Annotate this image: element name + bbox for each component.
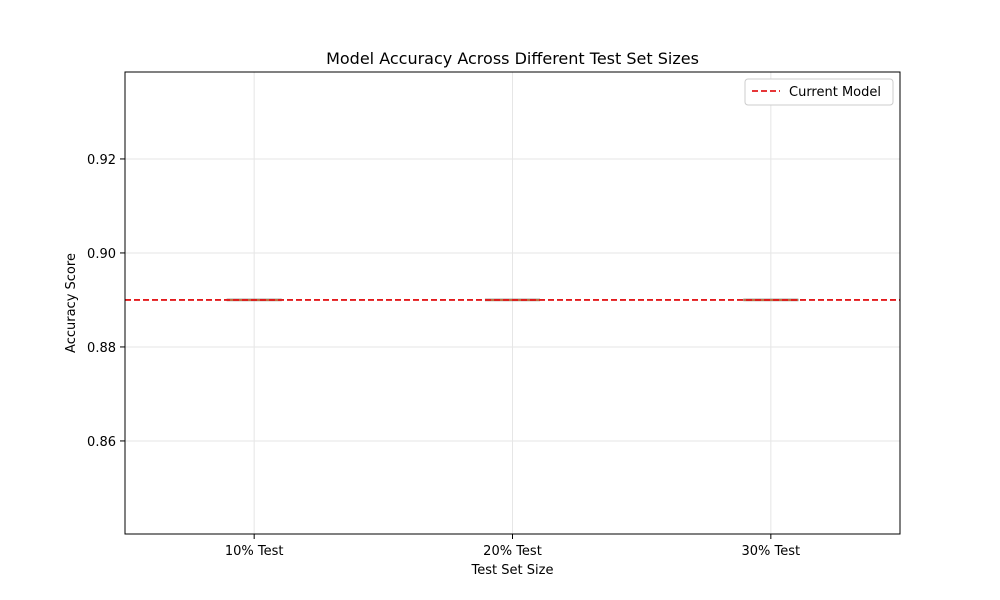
- plot-marks: [125, 298, 900, 302]
- legend-label: Current Model: [789, 85, 881, 100]
- legend-box: [744, 78, 894, 106]
- y-tick-label: 0.90: [87, 247, 116, 262]
- legend: Current Model: [744, 78, 894, 106]
- y-tick-label: 0.86: [87, 435, 116, 450]
- y-tick-label: 0.92: [87, 153, 116, 168]
- x-axis-ticks: 10% Test 20% Test 30% Test: [225, 534, 800, 559]
- x-tick-label: 10% Test: [225, 544, 284, 559]
- chart-title: Model Accuracy Across Different Test Set…: [326, 49, 699, 68]
- y-axis-label: Accuracy Score: [64, 253, 79, 353]
- x-tick-label: 20% Test: [483, 544, 542, 559]
- x-axis-label: Test Set Size: [471, 563, 554, 578]
- grid: [125, 72, 900, 534]
- y-tick-label: 0.88: [87, 341, 116, 356]
- x-tick-label: 30% Test: [742, 544, 801, 559]
- y-axis-ticks: 0.86 0.88 0.90 0.92: [87, 153, 125, 450]
